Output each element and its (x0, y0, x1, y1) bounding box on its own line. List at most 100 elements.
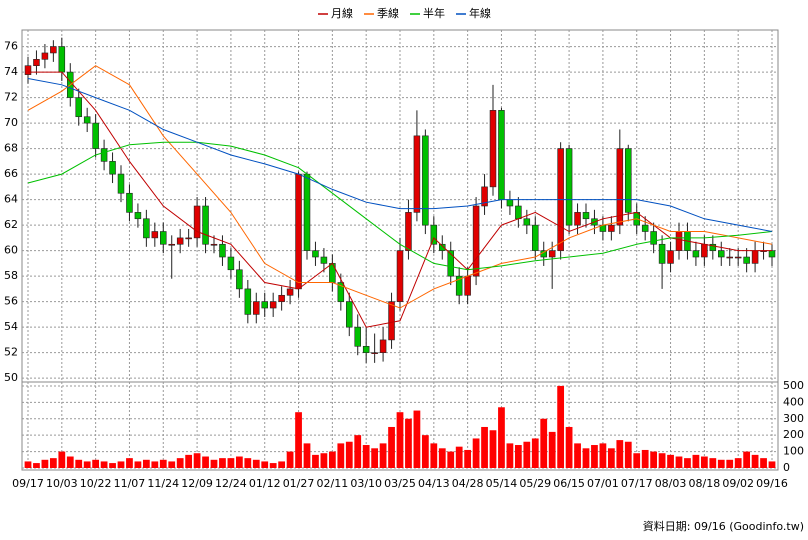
volume-bar (413, 410, 421, 468)
volume-bar (345, 441, 353, 468)
x-tick-label: 06/15 (553, 477, 585, 490)
volume-bar (624, 441, 632, 468)
volume-bar (498, 407, 505, 468)
volume-bar (396, 412, 404, 468)
candle-body (278, 294, 285, 302)
volume-bar (244, 458, 252, 468)
volume-bar (185, 454, 193, 468)
x-tick-label: 12/09 (181, 477, 213, 490)
candle-body (464, 275, 471, 296)
volume-bar (379, 443, 387, 468)
moving-average-line (27, 78, 773, 232)
y-tick-label: 56 (4, 295, 18, 308)
y2-tick-label: 100 (783, 445, 804, 458)
volume-bar (616, 440, 624, 468)
x-tick-label: 10/22 (80, 477, 112, 490)
volume-bar (117, 461, 125, 468)
candle-body (100, 148, 108, 162)
candle-body (261, 301, 268, 309)
x-tick-label: 11/24 (147, 477, 179, 490)
volume-bar (126, 458, 133, 468)
volume-bar (261, 461, 269, 468)
y-tick-label: 68 (4, 142, 18, 155)
candle-body (185, 237, 192, 240)
volume-bar (692, 454, 700, 468)
candle-body (75, 97, 82, 118)
candle-body (743, 256, 750, 264)
candle-body (532, 224, 539, 251)
legend-label: 年線 (469, 6, 491, 20)
candle-body (692, 250, 700, 258)
x-tick-label: 07/17 (621, 477, 653, 490)
volume-bar (312, 454, 319, 468)
candle-body (701, 243, 708, 258)
volume-bar (709, 458, 717, 468)
volume-bar (591, 445, 598, 468)
candle-body (447, 250, 454, 277)
candle-body (405, 212, 412, 251)
volume-bar (768, 461, 776, 468)
volume-bar (75, 459, 83, 468)
candle-body (193, 205, 201, 239)
candle-body (126, 192, 133, 213)
volume-bar (430, 443, 438, 468)
volume-bar (168, 461, 176, 468)
x-tick-label: 09/02 (722, 477, 754, 490)
moving-average-line (28, 71, 772, 328)
candle-body (472, 205, 480, 277)
candle-body (574, 212, 581, 226)
x-tick-label: 08/03 (655, 477, 687, 490)
x-tick-label: 09/17 (12, 477, 44, 490)
candle-body (219, 243, 226, 258)
volume-bar (142, 459, 150, 468)
y-tick-label: 72 (4, 91, 18, 104)
volume-bar (83, 461, 91, 468)
volume-bar (66, 456, 74, 468)
candle-body (667, 250, 674, 264)
candle-body (50, 46, 57, 54)
candle-body (244, 288, 252, 315)
volume-bar (193, 453, 201, 468)
y-tick-label: 60 (4, 244, 18, 257)
x-tick-label: 10/03 (46, 477, 78, 490)
volume-bar (717, 459, 725, 468)
y-tick-label: 58 (4, 269, 18, 282)
volume-bar (24, 461, 32, 468)
y-tick-label: 50 (4, 371, 18, 384)
candle-body (379, 339, 387, 353)
candle-body (506, 199, 514, 207)
volume-bar (447, 451, 455, 468)
volume-bar (726, 459, 734, 468)
candle-body (337, 282, 345, 302)
volume-bar (421, 435, 429, 468)
candle-body (625, 148, 632, 213)
candle-body (751, 250, 759, 264)
volume-bar (607, 448, 615, 468)
y-tick-label: 76 (4, 40, 18, 53)
volume-bar (599, 443, 607, 468)
candle-body (371, 352, 378, 354)
volume-bar (58, 451, 66, 468)
y2-tick-label: 500 (783, 379, 804, 392)
candle-body (422, 135, 429, 226)
candle-body (58, 46, 66, 73)
candle-body (481, 186, 488, 207)
candle-body (41, 52, 49, 60)
volume-bar (743, 451, 751, 468)
volume-bar (658, 453, 666, 468)
candle-body (134, 212, 142, 220)
volume-bar (667, 454, 674, 468)
candle-body (734, 256, 742, 259)
volume-bar (219, 458, 226, 468)
candle-body (388, 301, 395, 341)
candle-body (565, 148, 573, 226)
volume-bar (455, 446, 463, 468)
x-tick-label: 01/27 (283, 477, 315, 490)
candle-body (768, 250, 776, 258)
x-tick-label: 11/07 (114, 477, 146, 490)
y-tick-label: 64 (4, 193, 18, 206)
candle-body (286, 288, 294, 296)
volume-bar (269, 463, 277, 468)
candle-body (83, 116, 91, 124)
volume-bar (557, 385, 565, 468)
